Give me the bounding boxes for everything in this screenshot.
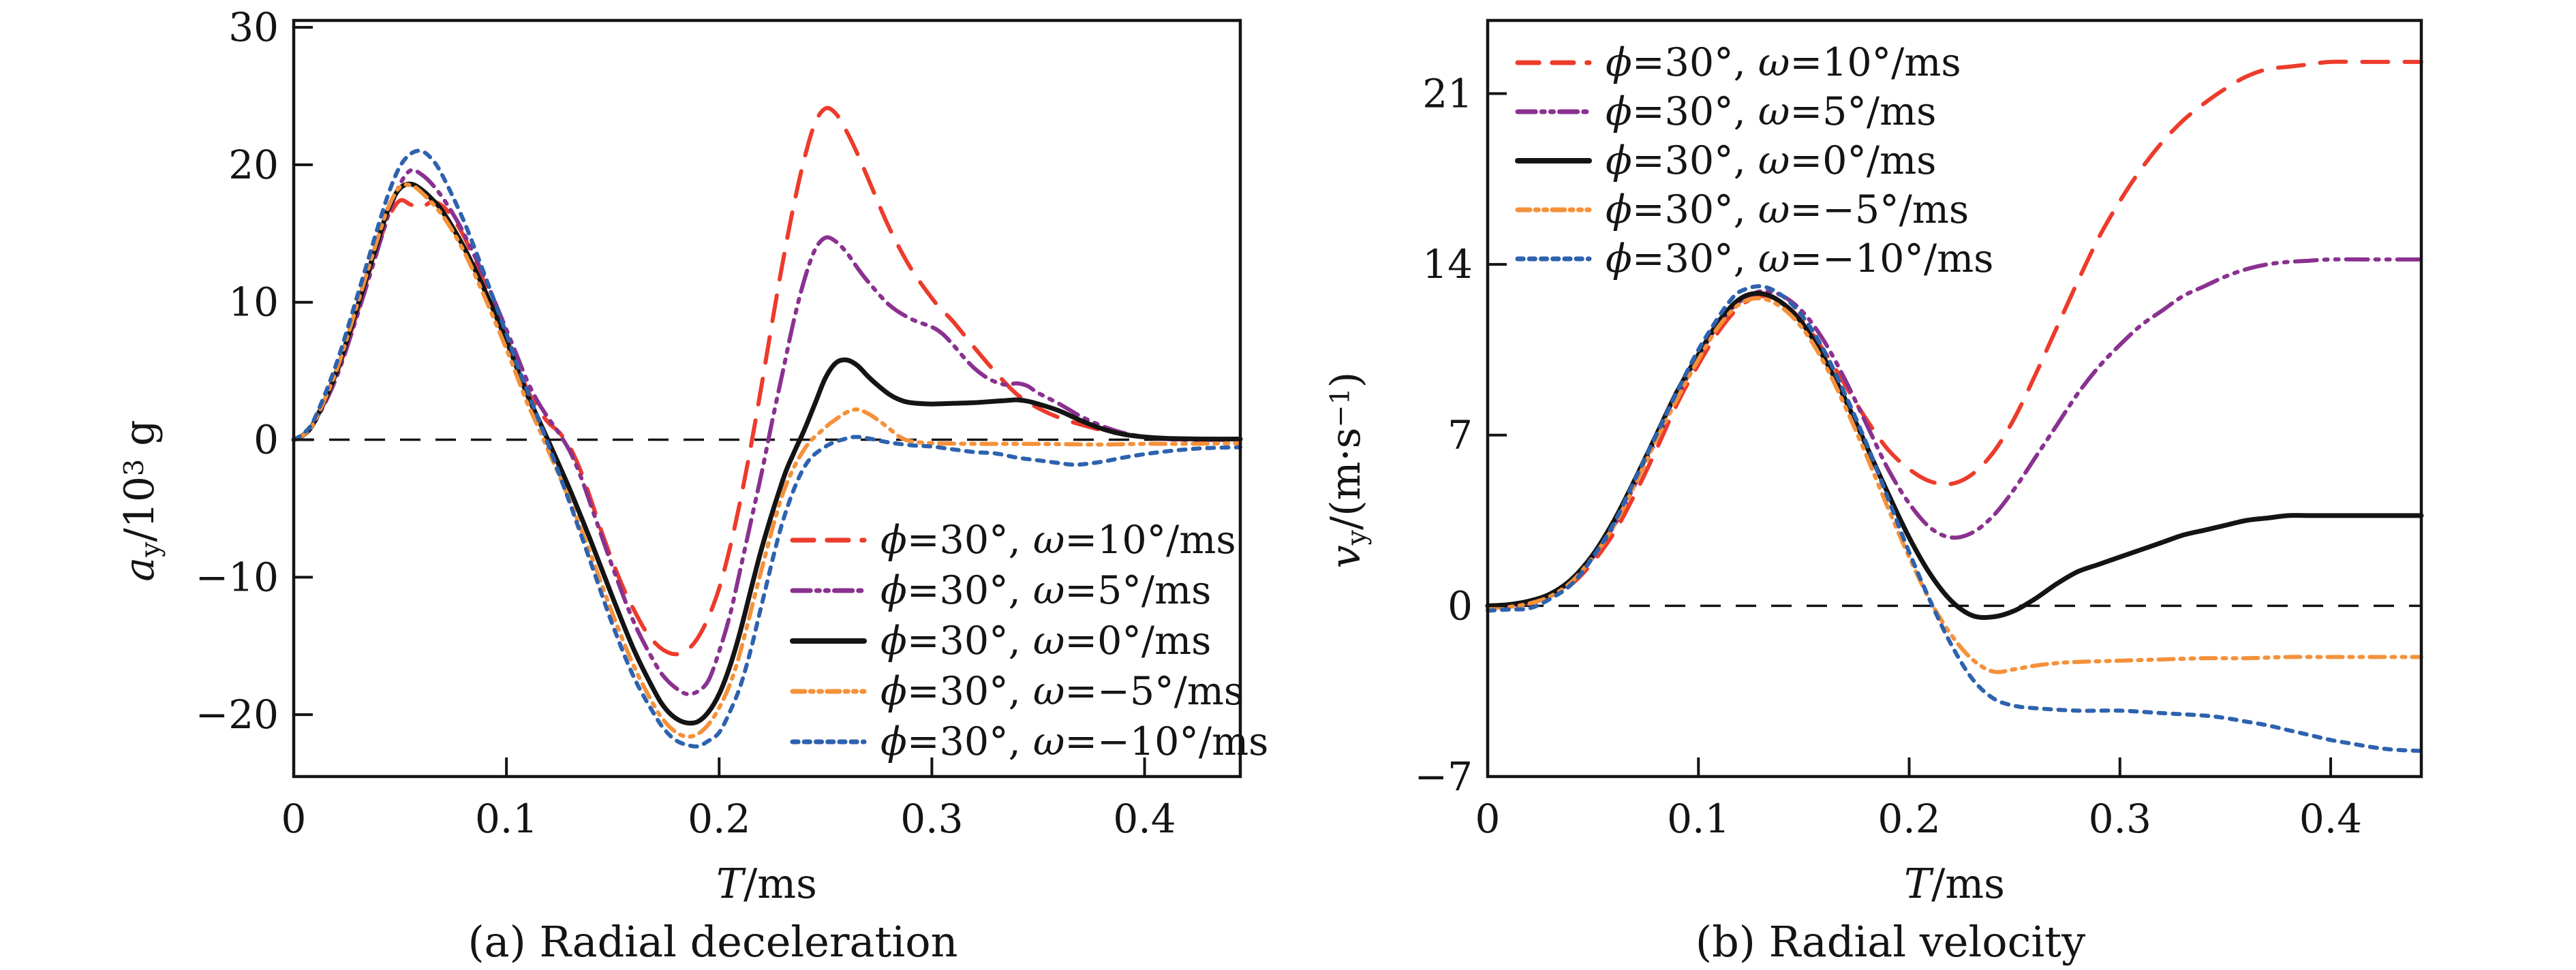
series-line-radial-velocity-1 — [1486, 257, 2423, 610]
legend-label-4: ϕ=30°, ω=−10°/ms — [1606, 236, 1993, 281]
legend-item: ϕ=30°, ω=−10°/ms — [1515, 236, 1993, 281]
series-line-radial-deceleration-4 — [292, 148, 1242, 749]
y-tick-label: 21 — [1422, 70, 1473, 116]
legend-item: ϕ=30°, ω=−5°/ms — [1515, 187, 1969, 232]
legend-item: ϕ=30°, ω=10°/ms — [790, 518, 1236, 563]
legend-label-0: ϕ=30°, ω=10°/ms — [1606, 40, 1961, 85]
plot-frame — [1486, 18, 2423, 779]
legend-item: ϕ=30°, ω=0°/ms — [790, 619, 1211, 663]
series-line-radial-velocity-4 — [1486, 284, 2423, 753]
y-tick-label: 10 — [228, 279, 279, 326]
caption-b: (b) Radial velocity — [1695, 917, 2086, 967]
x-tick-label: 0.3 — [900, 796, 963, 842]
x-axis-label-radial-velocity: T/ms — [1904, 860, 2005, 908]
legend-label-4: ϕ=30°, ω=−10°/ms — [880, 719, 1268, 764]
x-tick-label: 0 — [1475, 796, 1501, 842]
legend-label-3: ϕ=30°, ω=−5°/ms — [1606, 187, 1969, 232]
x-tick-label: 0.4 — [1113, 796, 1176, 842]
y-tick-label: −20 — [196, 691, 279, 738]
series-line-radial-velocity-3 — [1486, 296, 2423, 674]
legend-item: ϕ=30°, ω=−5°/ms — [790, 669, 1244, 714]
series-line-radial-deceleration-2 — [291, 181, 1243, 726]
legend-label-1: ϕ=30°, ω=5°/ms — [1606, 89, 1936, 134]
caption-a: (a) Radial deceleration — [467, 917, 958, 967]
y-tick-label: 0 — [254, 417, 279, 463]
x-tick-label: 0.1 — [1667, 796, 1730, 842]
y-tick-label: 0 — [1447, 582, 1473, 629]
series-line-radial-velocity-2 — [1485, 291, 2424, 621]
chart-radial-velocity: 0 0.1 0.2 0.3 0.4211470−7T/msvy/(m·s−1)ϕ=30°… — [1322, 18, 2424, 908]
y-tick-label: 30 — [228, 4, 279, 50]
series-line-radial-deceleration-3 — [292, 182, 1242, 739]
x-tick-label: 0.3 — [2089, 796, 2151, 842]
x-axis-label-radial-deceleration: T/ms — [716, 860, 817, 908]
chart-radial-deceleration: 0 0.1 0.2 0.3 0.4 30 20 10 0 −10 −20 T/ms ay/103 g ϕ=… — [116, 4, 1268, 908]
y-tick-label: 14 — [1422, 241, 1473, 287]
y-tick-label: −10 — [196, 554, 279, 600]
plot-frame — [292, 18, 1242, 779]
legend-label-1: ϕ=30°, ω=5°/ms — [880, 568, 1211, 613]
legend-label-2: ϕ=30°, ω=0°/ms — [880, 619, 1211, 663]
y-tick-label: −7 — [1415, 753, 1473, 800]
x-tick-label: 0.2 — [1877, 796, 1940, 842]
series-line-radial-velocity-0 — [1486, 59, 2423, 610]
legend-item: ϕ=30°, ω=10°/ms — [1515, 40, 1961, 85]
legend-label-3: ϕ=30°, ω=−5°/ms — [880, 669, 1244, 714]
legend-label-2: ϕ=30°, ω=0°/ms — [1606, 138, 1936, 183]
legend-label-0: ϕ=30°, ω=10°/ms — [880, 518, 1236, 563]
legend-item: ϕ=30°, ω=−10°/ms — [790, 719, 1268, 764]
x-tick-label: 0.2 — [688, 796, 750, 842]
x-tick-label: 0.1 — [475, 796, 538, 842]
legend-radial-deceleration: ϕ=30°, ω=10°/ms ϕ=30°, ω=5°/ms ϕ=30°, ω=0°… — [790, 518, 1268, 764]
legend-item: ϕ=30°, ω=5°/ms — [1515, 89, 1936, 134]
y-axis-label-radial-velocity: vy/(m·s−1) — [1322, 372, 1373, 568]
y-tick-label: 20 — [228, 142, 279, 188]
legend-item: ϕ=30°, ω=0°/ms — [1515, 138, 1936, 183]
y-tick-label: 7 — [1447, 412, 1473, 458]
x-tick-label: 0 — [281, 796, 307, 842]
legend-radial-velocity: ϕ=30°, ω=10°/msϕ=30°, ω=5°/msϕ=30°, ω=0°… — [1515, 40, 1993, 281]
series-line-radial-deceleration-1 — [292, 168, 1242, 697]
y-axis-label-radial-deceleration: ay/103 g — [116, 420, 166, 581]
series-line-radial-deceleration-0 — [292, 106, 1242, 657]
legend-item: ϕ=30°, ω=5°/ms — [790, 568, 1211, 613]
x-tick-label: 0.4 — [2299, 796, 2362, 842]
